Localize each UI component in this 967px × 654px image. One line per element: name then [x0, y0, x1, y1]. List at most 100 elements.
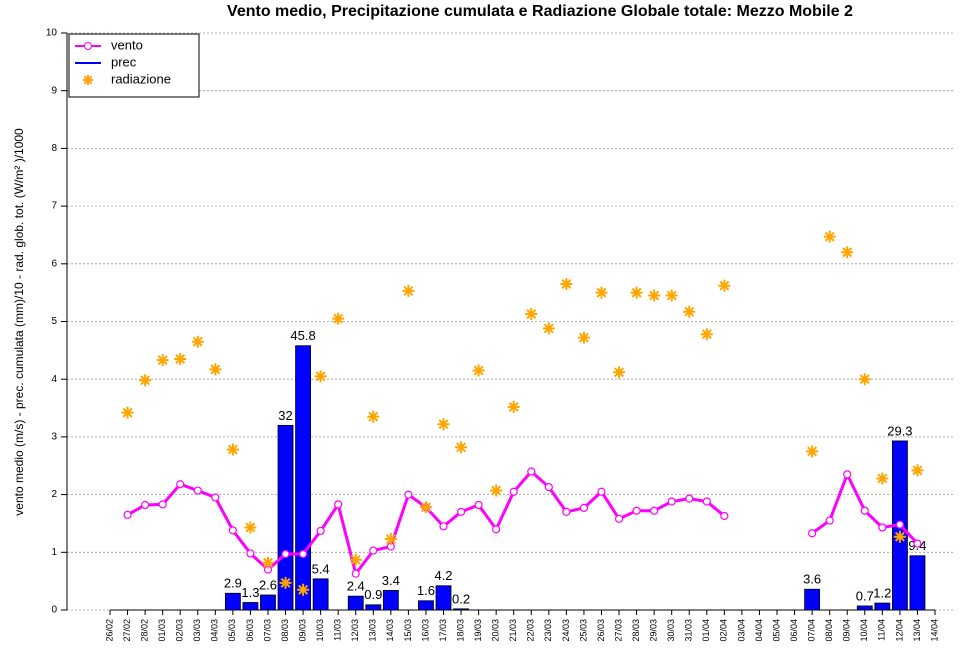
marker — [650, 506, 659, 515]
point — [314, 370, 327, 383]
legend-label: vento — [111, 37, 143, 52]
x-tick-label: 17/03 — [438, 619, 448, 642]
x-tick-label: 14/03 — [385, 619, 395, 642]
marker — [614, 514, 624, 523]
bar — [418, 600, 434, 611]
marker — [404, 490, 413, 499]
x-tick-label: 28/03 — [631, 619, 641, 642]
x-tick-label: 04/04 — [754, 619, 764, 642]
point — [683, 305, 696, 318]
marker — [562, 507, 571, 517]
marker — [369, 546, 378, 555]
marker — [544, 482, 553, 492]
x-tick-label: 20/03 — [491, 619, 501, 642]
x-tick-label: 02/04 — [719, 619, 729, 642]
y-axis-label: vento medio (m/s) - prec. cumulata (mm)/… — [12, 128, 26, 516]
x-tick-label: 07/04 — [807, 619, 817, 642]
point — [806, 445, 819, 458]
point — [121, 406, 134, 419]
point — [595, 286, 608, 299]
point — [893, 530, 906, 543]
point — [191, 335, 204, 348]
x-tick-label: 13/03 — [368, 619, 378, 642]
marker — [878, 523, 887, 532]
bar — [453, 608, 469, 611]
x-tick-label: 30/03 — [666, 619, 676, 642]
data-label: 1.3 — [241, 585, 259, 600]
x-tick-label: 08/04 — [824, 619, 834, 642]
y-tick-label: 7 — [51, 201, 57, 212]
y-tick-label: 3 — [51, 432, 57, 443]
marker — [176, 480, 185, 489]
data-label: 0.9 — [364, 587, 382, 602]
data-label: 2.6 — [259, 577, 277, 592]
line — [126, 469, 726, 578]
legend-swatch — [83, 75, 93, 85]
x-tick-label: 22/03 — [526, 619, 536, 642]
point — [226, 443, 239, 456]
marker — [298, 549, 308, 559]
y-tick-label: 10 — [46, 28, 58, 39]
legend-label: radiazione — [111, 71, 171, 86]
bar — [435, 585, 452, 611]
marker — [808, 529, 817, 538]
point — [876, 472, 889, 485]
bar — [312, 578, 329, 611]
point — [700, 328, 713, 341]
x-tick-label: 27/02 — [122, 619, 132, 642]
x-tick-label: 03/04 — [736, 619, 746, 642]
data-label: 2.4 — [347, 579, 365, 594]
data-label: 32 — [278, 408, 292, 423]
y-tick-label: 9 — [51, 85, 57, 96]
x-tick-label: 11/04 — [877, 619, 887, 641]
x-tick-label: 02/03 — [175, 619, 185, 642]
point — [332, 312, 345, 325]
marker — [246, 549, 255, 558]
data-label: 1.2 — [873, 586, 891, 601]
bar — [295, 345, 311, 611]
point — [174, 353, 187, 366]
marker — [509, 487, 518, 496]
x-tick-label: 07/03 — [262, 619, 272, 642]
marker — [720, 511, 729, 521]
marker — [895, 520, 904, 529]
bar — [365, 604, 382, 611]
point — [367, 410, 380, 423]
data-label: 5.4 — [312, 561, 330, 576]
y-tick-label: 8 — [51, 143, 57, 154]
x-tick-label: 23/03 — [543, 619, 553, 642]
point — [156, 354, 169, 367]
x-tick-label: 01/04 — [701, 619, 711, 642]
bar — [260, 594, 276, 611]
x-tick-label: 10/04 — [859, 619, 869, 642]
point — [490, 484, 503, 497]
x-tick-label: 26/02 — [104, 619, 114, 642]
x-tick-label: 18/03 — [455, 619, 465, 642]
point — [437, 418, 450, 431]
point — [384, 533, 397, 546]
point — [613, 366, 626, 379]
point — [297, 583, 310, 596]
point — [209, 363, 222, 376]
marker — [825, 516, 834, 525]
point — [577, 331, 590, 344]
point — [472, 364, 485, 377]
marker — [667, 497, 676, 506]
x-tick-label: 28/02 — [139, 619, 149, 642]
marker — [527, 467, 536, 476]
y-tick-label: 2 — [51, 489, 57, 500]
bar — [874, 602, 891, 611]
marker — [474, 500, 483, 510]
x-tick-label: 01/03 — [157, 619, 167, 642]
x-tick-label: 08/03 — [280, 619, 290, 642]
point — [455, 441, 468, 454]
x-tick-label: 14/04 — [929, 619, 939, 642]
legend-label: prec — [111, 54, 137, 69]
marker — [579, 503, 589, 512]
point — [648, 289, 661, 302]
bar — [909, 555, 926, 611]
x-tick-label: 10/03 — [315, 619, 325, 642]
point — [630, 286, 643, 299]
x-tick-label: 09/03 — [297, 619, 307, 642]
bar — [856, 605, 873, 611]
